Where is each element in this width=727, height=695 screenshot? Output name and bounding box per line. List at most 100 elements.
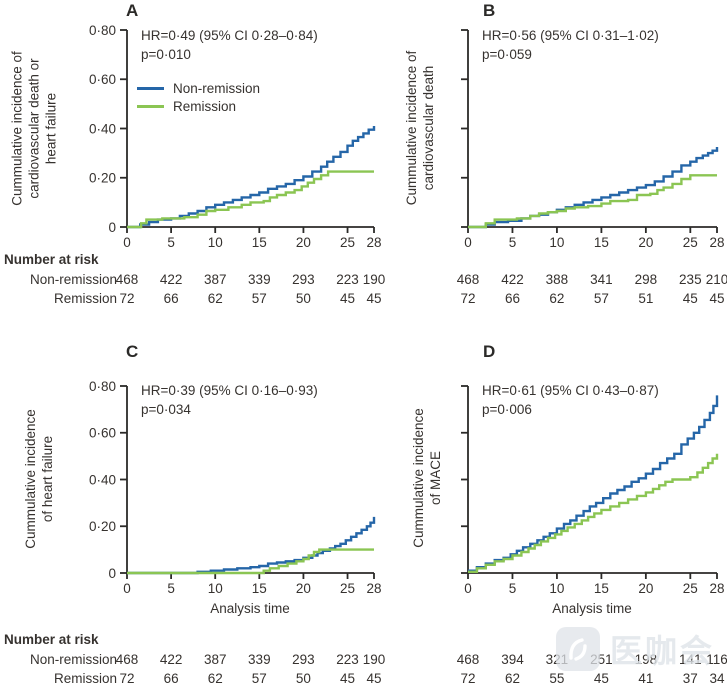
x-axis-title-right: Analysis time — [552, 601, 632, 616]
x-tick-label: 5 — [167, 235, 175, 250]
x-tick-label: 25 — [683, 581, 698, 596]
risk-value: 468 — [115, 652, 139, 667]
y-tick-label: 0·40 — [89, 472, 116, 487]
x-tick-label: 15 — [252, 235, 267, 250]
risk-value: 190 — [362, 652, 386, 667]
risk-value: 293 — [292, 652, 315, 667]
curve-non-remission-A — [127, 126, 376, 229]
y-tick-label: 0·80 — [89, 379, 116, 394]
x-tick-label: 20 — [638, 235, 653, 250]
risk-value: 321 — [545, 652, 569, 667]
y-tick-label: 0·80 — [89, 23, 116, 38]
group-label-non-remission-bottom: Non-remission — [29, 652, 117, 667]
p-value: p=0·010 — [141, 47, 191, 62]
legend-item-remission: Remission — [137, 97, 260, 115]
group-label-non-remission-top: Non-remission — [29, 272, 117, 287]
risk-value: 387 — [203, 652, 227, 667]
y-tick-label: 0·60 — [89, 426, 116, 441]
risk-value: 468 — [456, 652, 480, 667]
risk-value: 72 — [119, 291, 135, 306]
y-axis-label-d-line1: Cummulative incidence — [411, 408, 426, 548]
y-tick-label: 0·60 — [89, 72, 116, 87]
x-tick-label: 28 — [366, 235, 381, 250]
legend-label-remission: Remission — [173, 98, 237, 114]
risk-value: 57 — [251, 291, 267, 306]
x-tick-label: 25 — [340, 235, 355, 250]
x-tick-label: 15 — [594, 235, 609, 250]
risk-value: 141 — [679, 652, 702, 667]
x-tick-label: 20 — [296, 581, 311, 596]
legend-item-non-remission: Non-remission — [137, 79, 260, 97]
number-at-risk-header-bottom: Number at risk — [4, 632, 99, 647]
risk-value: 298 — [634, 272, 658, 287]
risk-value: 339 — [248, 652, 271, 667]
y-tick-label: 0 — [108, 220, 116, 235]
x-tick-label: 10 — [549, 235, 564, 250]
x-tick-label: 10 — [208, 581, 223, 596]
x-tick-label: 0 — [464, 581, 472, 596]
panel-d-stats: HR=0·61 (95% CI 0·43–0·87) p=0·006 — [482, 381, 659, 419]
number-at-risk-header-top: Number at risk — [4, 252, 99, 267]
risk-value: 72 — [460, 671, 476, 686]
y-axis-label-a: Cummulative incidence of cardiovascular … — [9, 29, 60, 229]
y-tick-label: 0·20 — [89, 171, 116, 186]
risk-value: 37 — [682, 671, 698, 686]
risk-value: 34 — [709, 671, 725, 686]
risk-value: 251 — [590, 652, 613, 667]
panel-c-letter: C — [126, 342, 139, 361]
y-axis-label-d: Cummulative incidence of MACE — [410, 378, 444, 578]
legend: Non-remission Remission — [137, 79, 260, 115]
risk-value: 198 — [634, 652, 658, 667]
risk-value: 62 — [504, 671, 520, 686]
risk-value: 293 — [292, 272, 315, 287]
group-label-remission-top: Remission — [53, 291, 117, 306]
x-tick-label: 20 — [296, 235, 311, 250]
risk-value: 41 — [638, 671, 654, 686]
hr-annotation: HR=0·61 (95% CI 0·43–0·87) — [482, 383, 659, 398]
x-tick-label: 20 — [638, 581, 653, 596]
p-value: p=0·006 — [482, 402, 532, 417]
risk-value: 45 — [366, 671, 382, 686]
curve-remission-A — [127, 170, 374, 229]
x-tick-label: 5 — [167, 581, 175, 596]
y-axis-label-b-line1: Cummulative incidence of — [404, 50, 419, 206]
curve-non-remission-C — [127, 516, 376, 575]
curve-remission-B — [468, 174, 717, 229]
x-tick-label: 10 — [549, 581, 564, 596]
risk-value: 422 — [159, 272, 183, 287]
risk-value: 45 — [709, 291, 725, 306]
x-tick-label: 0 — [123, 581, 131, 596]
y-tick-label: 0·40 — [89, 121, 116, 136]
panel-d-letter: D — [483, 342, 496, 361]
y-axis-label-d-line2: of MACE — [428, 451, 443, 506]
panel-b-letter: B — [483, 1, 496, 20]
risk-value: 468 — [115, 272, 139, 287]
legend-swatch-non-remission — [137, 86, 164, 90]
risk-value: 387 — [203, 272, 227, 287]
risk-value: 45 — [340, 291, 356, 306]
risk-value: 210 — [705, 272, 727, 287]
panel-b-stats: HR=0·56 (95% CI 0·31–1·02) p=0·059 — [482, 26, 659, 64]
y-axis-label-c-line2: of heart failure — [40, 435, 55, 523]
x-tick-label: 15 — [252, 581, 267, 596]
y-axis-label-c: Cummulative incidence of heart failure — [22, 379, 56, 579]
risk-value: 468 — [456, 272, 480, 287]
x-tick-label: 10 — [208, 235, 223, 250]
risk-value: 388 — [545, 272, 569, 287]
panel-a-stats: HR=0·49 (95% CI 0·28–0·84) p=0·010 — [141, 26, 318, 64]
curve-non-remission-B — [468, 147, 719, 229]
y-axis-label-b-line2: cardiovascular death — [421, 65, 436, 191]
risk-value: 422 — [501, 272, 524, 287]
p-value: p=0·034 — [141, 402, 191, 417]
risk-value: 422 — [159, 652, 183, 667]
x-tick-label: 0 — [464, 235, 472, 250]
p-value: p=0·059 — [482, 47, 532, 62]
legend-label-non-remission: Non-remission — [173, 80, 261, 96]
risk-value: 57 — [593, 291, 609, 306]
risk-value: 66 — [163, 291, 179, 306]
y-axis-label-a-line2: cardiovascular death or — [26, 58, 42, 199]
y-tick-label: 0 — [108, 566, 116, 581]
curve-remission-C — [127, 548, 374, 575]
risk-value: 45 — [366, 291, 382, 306]
